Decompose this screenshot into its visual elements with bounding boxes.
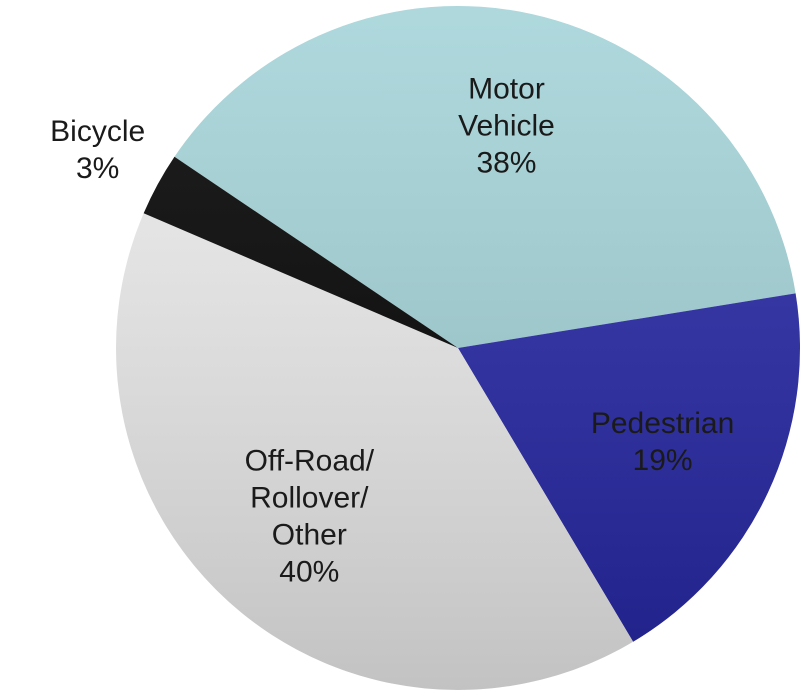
label-line: Pedestrian [591, 407, 734, 440]
label-line: Rollover/ [250, 481, 369, 514]
value-label: 3% [76, 152, 119, 185]
value-label: 40% [279, 555, 339, 588]
category-label: Bicycle [50, 115, 145, 148]
value-label: 38% [476, 146, 536, 179]
label-line: Motor [468, 72, 545, 105]
category-label: Off-Road/Rollover/Other [245, 444, 375, 551]
category-label: Motor Vehicle [458, 72, 555, 142]
label-line: Vehicle [458, 109, 555, 142]
category-label: Pedestrian [591, 407, 734, 440]
label-line: Bicycle [50, 115, 145, 148]
label-line: Off-Road/ [245, 444, 375, 477]
labels: Motor Vehicle 38% Pedestrian 19% Off-Road/Rol… [50, 72, 734, 588]
value-label: 19% [633, 444, 693, 477]
label-line: Other [272, 518, 347, 551]
